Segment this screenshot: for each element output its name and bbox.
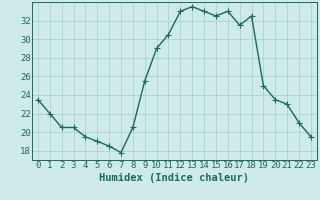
X-axis label: Humidex (Indice chaleur): Humidex (Indice chaleur): [100, 173, 249, 183]
